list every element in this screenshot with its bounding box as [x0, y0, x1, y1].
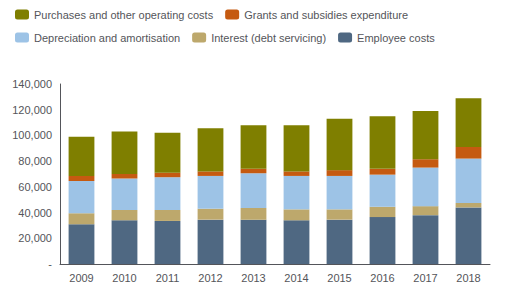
svg-text:2010: 2010 [112, 272, 136, 284]
svg-text:2011: 2011 [156, 272, 180, 284]
svg-text:Employee costs: Employee costs [357, 32, 435, 44]
svg-text:2014: 2014 [284, 272, 308, 284]
svg-text:20,000: 20,000 [18, 232, 52, 244]
svg-text:2009: 2009 [69, 272, 93, 284]
svg-text:60,000: 60,000 [18, 181, 52, 193]
svg-text:140,000: 140,000 [12, 78, 52, 90]
svg-text:2017: 2017 [413, 272, 437, 284]
svg-text:Purchases and other operating: Purchases and other operating costs [34, 9, 214, 21]
svg-text:100,000: 100,000 [12, 129, 52, 141]
svg-text:Depreciation and amortisation: Depreciation and amortisation [34, 32, 180, 44]
svg-text:2015: 2015 [327, 272, 351, 284]
svg-text:2013: 2013 [241, 272, 265, 284]
svg-text:Interest (debt servicing): Interest (debt servicing) [211, 32, 326, 44]
svg-text:120,000: 120,000 [12, 104, 52, 116]
svg-text:2012: 2012 [198, 272, 222, 284]
svg-text:Grants and subsidies expenditu: Grants and subsidies expenditure [244, 9, 408, 21]
svg-text:2018: 2018 [456, 272, 480, 284]
svg-text:80,000: 80,000 [18, 155, 52, 167]
svg-text:40,000: 40,000 [18, 207, 52, 219]
svg-text:2016: 2016 [370, 272, 394, 284]
svg-text:-: - [48, 258, 52, 270]
